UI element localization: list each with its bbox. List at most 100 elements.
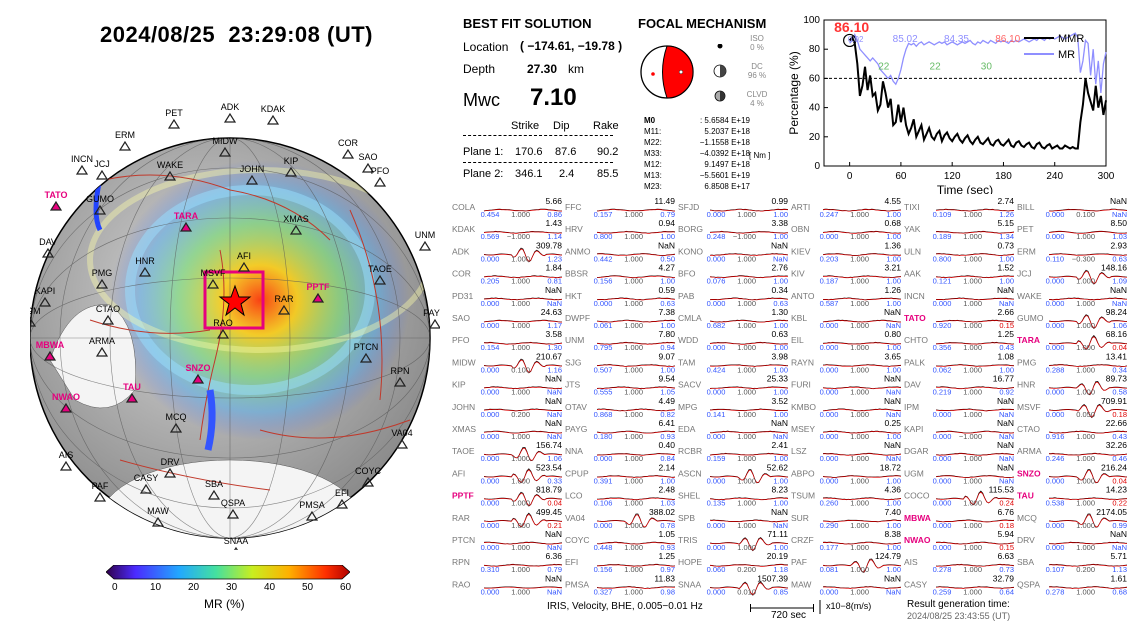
synthetic-trace xyxy=(822,497,902,501)
waveform-cell: CHTO 1.25 0.356 1.000 0.43 xyxy=(904,329,1014,352)
plane1-rake: 90.2 xyxy=(597,146,619,158)
waveform-station-name: FURI xyxy=(791,380,811,390)
peak-marker-icon xyxy=(843,33,857,48)
waveform-station-name: ANMO xyxy=(565,246,591,256)
peak-label: 86.10 xyxy=(995,34,1020,45)
waveform-v2: 1.000 xyxy=(737,277,756,286)
tensor-name: M12: xyxy=(644,160,662,169)
waveform-v2: 0.200 xyxy=(737,565,756,574)
waveform-v1: 0.106 xyxy=(594,499,613,508)
waveform-v2: 1.000 xyxy=(850,343,869,352)
tensor-row: M22: −1.1558 E+18 xyxy=(644,137,750,148)
waveform-cell: RCBR 2.41 0.159 1.000 1.00 xyxy=(678,440,788,463)
waveform-v3: 1.23 xyxy=(547,254,562,263)
waveform-v3: 1.00 xyxy=(999,277,1014,286)
waveform-v2: 1.000 xyxy=(1076,476,1095,485)
waveform-v1: 0.920 xyxy=(933,321,952,330)
waveform-v1: 0.000 xyxy=(481,454,500,463)
waveform-amplitude: 0.25 xyxy=(884,418,901,428)
waveform-v2: 1.000 xyxy=(963,277,982,286)
waveform-v1: 0.000 xyxy=(707,299,726,308)
waveform-v2: 1.000 xyxy=(737,254,756,263)
x-tick-label: 300 xyxy=(1098,171,1115,182)
waveform-v2: 1.000 xyxy=(963,343,982,352)
station-label: SNZO xyxy=(185,363,210,373)
waveform-station-name: OBN xyxy=(791,224,809,234)
waveform-amplitude: NaN xyxy=(1110,529,1127,539)
waveform-v3: 0.93 xyxy=(660,432,675,441)
waveform-v1: 0.062 xyxy=(933,365,952,374)
waveform-station-name: BBSR xyxy=(565,269,588,279)
waveform-amplitude: 32.79 xyxy=(993,573,1015,583)
synthetic-trace xyxy=(822,209,902,212)
waveform-amplitude: 13.41 xyxy=(1106,351,1128,361)
waveform-v3: 1.06 xyxy=(547,454,562,463)
waveform-v1: 0.000 xyxy=(820,587,839,596)
legend-label: MR xyxy=(1058,49,1075,61)
waveform-v2: −1.000 xyxy=(733,232,756,241)
waveform-cell: FFC 11.49 0.157 1.000 0.79 xyxy=(565,196,675,219)
waveform-cell: OBN 0.68 0.000 1.000 1.00 xyxy=(791,218,901,241)
waveform-v2: 1.000 xyxy=(511,321,530,330)
waveform-station-name: MSVF xyxy=(1017,402,1041,412)
synthetic-trace xyxy=(935,408,1015,412)
waveform-v2: 1.000 xyxy=(850,587,869,596)
waveform-station-name: MIDW xyxy=(452,357,476,367)
waveform-v2: 1.000 xyxy=(624,254,643,263)
waveform-cell: ARMA 32.26 0.246 1.000 0.46 xyxy=(1017,440,1127,463)
colorbar-label: MR (%) xyxy=(204,597,245,611)
synthetic-trace xyxy=(935,275,1015,279)
waveform-v3: 1.00 xyxy=(773,454,788,463)
event-time-title: 2024/08/25 23:29:08 (UT) xyxy=(100,22,373,47)
synthetic-trace xyxy=(1048,209,1128,212)
waveform-v3: 0.15 xyxy=(999,543,1014,552)
waveform-amplitude: 5.15 xyxy=(997,218,1014,228)
waveform-v1: 0.000 xyxy=(933,454,952,463)
waveform-station-name: NNA xyxy=(565,446,583,456)
component-value: 96 % xyxy=(747,71,767,80)
waveform-v3: 0.92 xyxy=(999,388,1014,397)
waveform-v3: 0.15 xyxy=(999,321,1014,330)
station-ais-icon xyxy=(59,460,73,471)
waveform-cell: CMLA 1.30 0.682 1.000 1.00 xyxy=(678,307,788,330)
waveform-v1: 0.154 xyxy=(481,343,500,352)
generation-time-value: 2024/08/25 23:43:55 (UT) xyxy=(907,611,1011,621)
waveform-amplitude: 2.14 xyxy=(658,462,675,472)
waveform-v1: 0.800 xyxy=(933,254,952,263)
synthetic-trace xyxy=(709,582,789,596)
waveform-amplitude: 523.54 xyxy=(536,462,562,472)
waveform-station-name: MBWA xyxy=(904,513,931,523)
focal-mechanism-title: FOCAL MECHANISM xyxy=(638,16,767,31)
station-kip-icon xyxy=(284,166,298,177)
waveform-v1: 0.288 xyxy=(1046,365,1065,374)
waveform-v1: 0.000 xyxy=(820,321,839,330)
synthetic-trace xyxy=(596,386,676,390)
waveform-v3: NaN xyxy=(547,388,562,397)
waveform-station-name: TIXI xyxy=(904,202,920,212)
station-label: RAO xyxy=(213,318,233,328)
waveform-v3: 1.05 xyxy=(660,388,675,397)
waveform-amplitude: 1.36 xyxy=(884,240,901,250)
synthetic-trace xyxy=(596,320,676,323)
synthetic-trace xyxy=(935,320,1015,323)
waveform-v3: 1.00 xyxy=(886,232,901,241)
waveform-v2: 1.000 xyxy=(624,565,643,574)
waveform-v3: NaN xyxy=(773,432,788,441)
waveform-cell: HOPE 20.19 0.060 0.200 1.18 xyxy=(678,551,788,574)
waveform-amplitude: 5.71 xyxy=(1110,551,1127,561)
waveform-cell: SNZO 216.24 0.000 1.000 0.04 xyxy=(1017,462,1127,485)
waveform-cell: VA04 388.02 0.000 1.000 0.78 xyxy=(565,507,675,530)
peak-label: 85.02 xyxy=(893,34,918,45)
waveform-amplitude: 1.05 xyxy=(658,529,675,539)
station-casy-icon xyxy=(139,483,153,494)
waveform-v3: 1.06 xyxy=(1112,321,1127,330)
station-snzo-icon xyxy=(191,373,205,384)
synthetic-trace xyxy=(596,231,676,234)
waveform-station-name: DRV xyxy=(1017,535,1035,545)
synthetic-trace xyxy=(483,431,563,434)
x-axis-label: Time (sec) xyxy=(937,183,993,194)
waveform-amplitude: 1.43 xyxy=(545,218,562,228)
waveform-amplitude: 0.59 xyxy=(658,285,675,295)
waveform-v2: 0.010 xyxy=(737,587,756,596)
plane2-strike: 346.1 xyxy=(515,168,543,180)
